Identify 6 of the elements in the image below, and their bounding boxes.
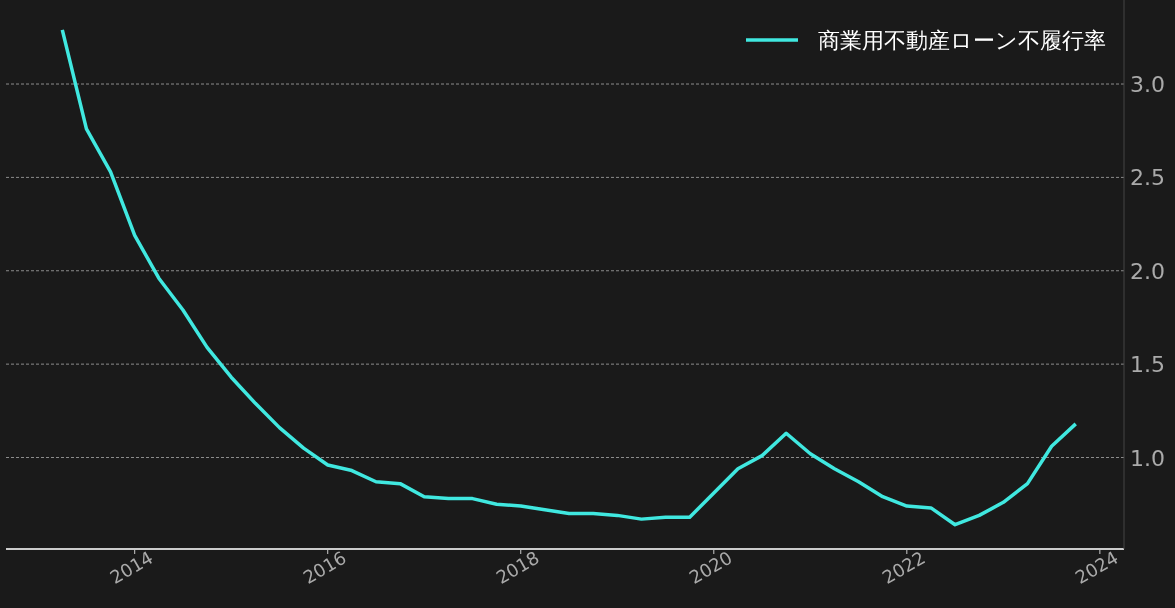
y-tick-label: 1.5 bbox=[1130, 352, 1165, 378]
y-tick-label: 2.0 bbox=[1130, 258, 1165, 284]
y-tick-label: 1.0 bbox=[1130, 445, 1165, 471]
legend-label: 商業用不動産ローン不履行率 bbox=[818, 28, 1106, 53]
y-tick-label: 2.5 bbox=[1130, 165, 1165, 191]
y-tick-label: 3.0 bbox=[1130, 72, 1165, 98]
